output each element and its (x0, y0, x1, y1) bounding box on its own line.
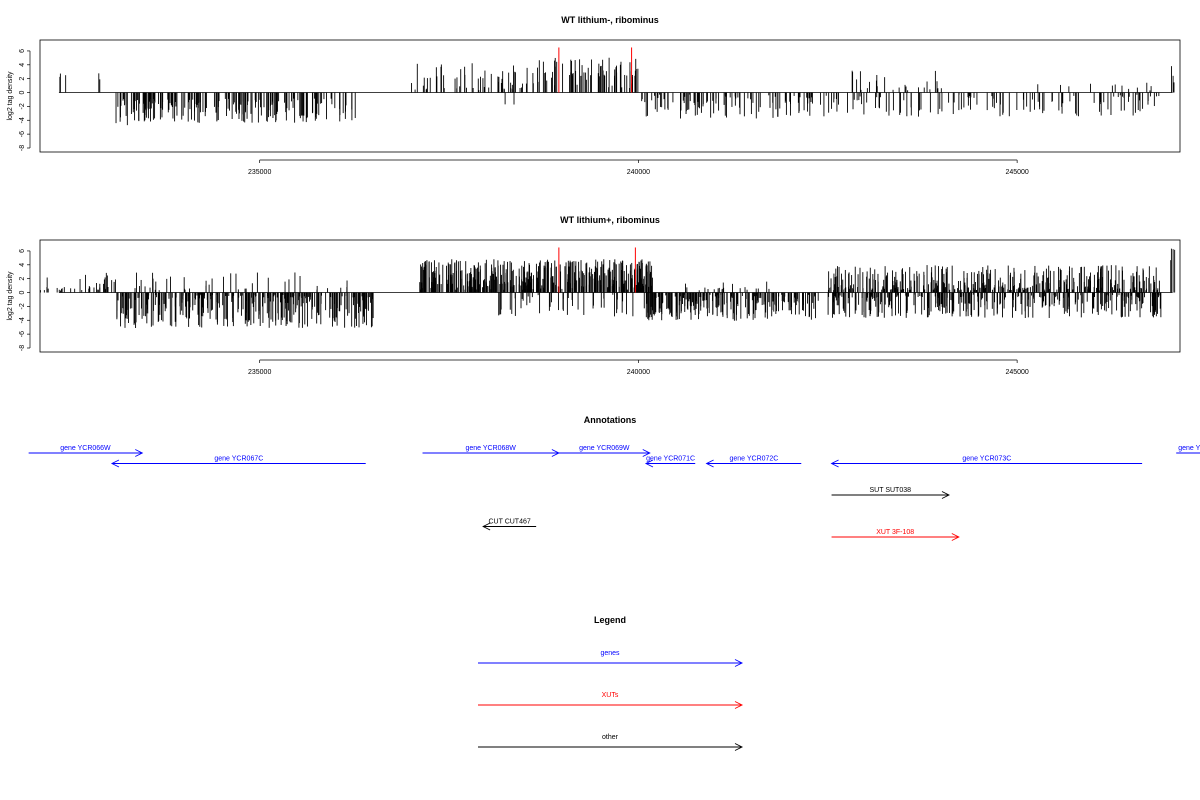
feature-arrow: gene YCR072C (705, 456, 802, 468)
annotations-title: Annotations (584, 415, 637, 425)
feature-label: gene YCR066W (60, 445, 111, 452)
x-tick-label: 235000 (248, 369, 271, 376)
feature-label: gene YCR069W (579, 445, 630, 452)
axes: 6 4 2 0 -2 -4 -6 -8 235000 240000 245000 (19, 249, 1029, 376)
y-tick-label: -2 (19, 303, 26, 309)
feature-arrow: SUT SUT038 (831, 487, 950, 499)
feature-label: gene YCR067C (214, 456, 263, 463)
feature-arrowhead (705, 459, 714, 468)
y-tick-label: 2 (19, 277, 26, 281)
y-tick-label: -4 (19, 317, 26, 323)
plot-frame (39, 239, 1181, 353)
x-tick-label: 245000 (1005, 169, 1028, 176)
legend-label: genes (600, 650, 620, 657)
feature-arrowhead (482, 522, 491, 531)
feature-arrowhead (830, 459, 839, 468)
plot-frame (39, 39, 1181, 153)
x-tick-label: 240000 (627, 369, 650, 376)
legend-panel: Legend genes XUTs other (478, 615, 744, 751)
feature-arrow: gene YCR066W (28, 445, 144, 457)
y-tick-label: -2 (19, 103, 26, 109)
x-tick-label: 245000 (1005, 369, 1028, 376)
feature-label: CUT CUT467 (488, 519, 530, 526)
feature-arrowhead (734, 701, 744, 709)
feature-arrow: XUT 3F-108 (831, 529, 960, 541)
feature-label: gene YCR073 (1178, 445, 1200, 452)
feature-arrow: gene YCR067C (110, 456, 366, 468)
track-panel-lithium-plus: WT lithium+, ribominus log2 tag density … (7, 215, 1181, 376)
feature-label: gene YCR072C (729, 456, 778, 463)
feature-arrow: gene YCR069W (558, 445, 651, 457)
feature-arrowhead (951, 533, 960, 541)
y-tick-label: 4 (19, 63, 26, 67)
legend-label: XUTs (602, 692, 619, 699)
feature-arrowhead (734, 659, 744, 667)
y-axis-label: log2 tag density (7, 71, 14, 121)
feature-label: XUT 3F-108 (876, 529, 914, 536)
y-axis-label: log2 tag density (7, 271, 14, 321)
feature-arrowhead (642, 449, 651, 457)
legend-label: other (602, 734, 619, 741)
y-tick-label: -6 (19, 331, 26, 337)
feature-arrowhead (941, 491, 950, 499)
y-tick-label: -6 (19, 131, 26, 137)
feature-arrowhead (135, 449, 144, 457)
feature-label: SUT SUT038 (870, 487, 912, 494)
y-tick-label: 2 (19, 77, 26, 81)
legend-title: Legend (594, 615, 626, 625)
x-tick-label: 235000 (248, 169, 271, 176)
y-tick-label: 6 (19, 249, 26, 253)
bars (40, 247, 1176, 329)
feature-arrow: gene YCR068W (422, 445, 560, 457)
axes: 6 4 2 0 -2 -4 -6 -8 235000 240000 245000 (19, 49, 1029, 176)
legend-entries: genes XUTs other (478, 650, 744, 751)
feature-arrow: CUT CUT467 (482, 519, 537, 531)
legend-entry: genes (478, 650, 744, 667)
feature-arrowhead (734, 743, 744, 751)
legend-entry: XUTs (478, 692, 744, 709)
y-tick-label: 6 (19, 49, 26, 53)
feature-arrow: gene YCR073 (1176, 445, 1200, 454)
x-tick-label: 240000 (627, 169, 650, 176)
track-title: WT lithium-, ribominus (561, 15, 659, 25)
track-title: WT lithium+, ribominus (560, 215, 660, 225)
feature-arrow: gene YCR071C (644, 456, 696, 468)
y-tick-label: -4 (19, 117, 26, 123)
y-tick-label: 0 (19, 90, 26, 94)
feature-arrow: gene YCR073C (830, 456, 1143, 468)
feature-label: gene YCR071C (646, 456, 695, 463)
y-tick-label: 4 (19, 263, 26, 267)
feature-arrowhead (644, 459, 654, 468)
feature-arrowhead (110, 459, 120, 468)
y-tick-label: -8 (19, 345, 26, 351)
bars (58, 47, 1175, 126)
track-panel-lithium-minus: WT lithium-, ribominus log2 tag density … (7, 15, 1181, 176)
feature-arrows: gene YCR066W gene YCR067C gene YCR068W gene… (28, 445, 1200, 541)
y-tick-label: -8 (19, 145, 26, 151)
feature-label: gene YCR068W (465, 445, 516, 452)
legend-entry: other (478, 734, 744, 751)
y-tick-label: 0 (19, 290, 26, 294)
feature-label: gene YCR073C (962, 456, 1011, 463)
